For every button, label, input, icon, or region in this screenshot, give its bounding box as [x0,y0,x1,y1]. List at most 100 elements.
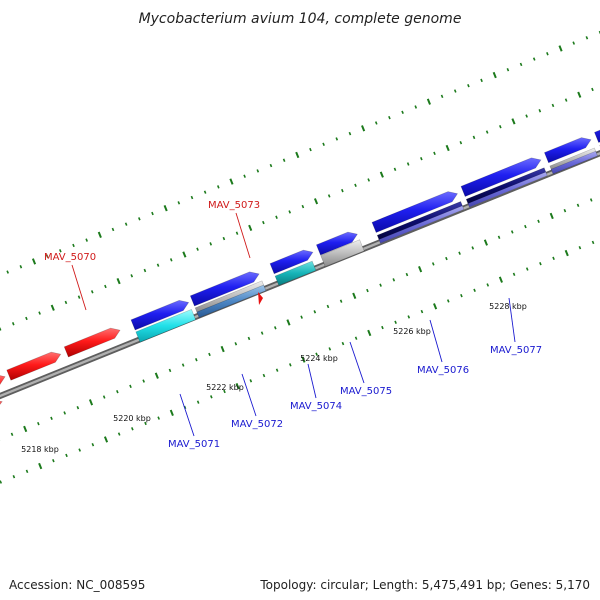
scale-tick [6,270,9,274]
scale-tick [485,130,489,134]
scale-tick [379,171,384,178]
scale-tick [103,436,109,443]
scale-tick [406,162,410,166]
scale-tick [177,201,181,205]
gene-label-leader [349,341,365,384]
scale-tick [551,103,555,108]
gene-mav-5077 [460,157,542,197]
scale-tick [203,190,207,194]
scale-tick [45,254,49,258]
scale-tick [50,416,53,420]
scale-tick [381,325,384,330]
scale-tick [366,288,369,293]
scale-label: 5218 kbp [21,445,59,454]
scale-tick [445,144,450,152]
scale-tick [52,459,55,463]
gene-mav-5075 [315,231,358,256]
scale-tick [77,295,81,299]
scale-tick [223,389,226,394]
scale-tick [102,395,106,399]
scale-tick [401,110,404,115]
scale-tick [480,78,483,83]
scale-tick [144,421,147,426]
scale-tick [269,163,273,168]
scale-tick [445,256,448,261]
scale-tick [275,215,278,219]
gene-mav-5079 [594,129,600,143]
scale-tick [181,363,185,367]
scale-tick [25,469,29,474]
feature-lavender [378,205,465,244]
scale-tick [519,62,523,67]
scale-tick [418,266,423,273]
gene-mav-5074 [269,249,314,275]
scale-tick [142,379,145,383]
gene-label-leader [179,393,195,437]
scale-tick [467,84,470,88]
scale-tick [524,224,527,229]
feature-red-inner [0,400,3,405]
scale-tick [313,310,317,314]
scale-tick [288,210,292,214]
scale-tick [295,151,300,159]
scale-tick [564,249,569,257]
scale-tick [85,238,88,242]
scale-tick [591,240,595,245]
gene-mav-5071 [130,300,190,331]
scale-tick [91,443,95,447]
scale-tick [64,300,68,305]
scale-tick [275,368,279,372]
scale-tick [564,98,568,102]
scale-tick [50,304,55,311]
gene-label: MAV_5077 [490,345,542,356]
scale-tick [90,290,94,294]
scale-tick [585,36,589,40]
scale-tick [532,57,536,61]
gene-mav-5076 [371,191,458,233]
scale-tick [235,383,240,390]
scale-tick [525,267,529,271]
scale-tick [497,235,501,239]
scale-tick [273,326,277,330]
scale-tick [104,284,107,289]
scale-tick [453,89,457,93]
scale-tick [300,315,303,319]
scale-tick [210,395,213,399]
gene-mav-5070 [6,351,62,381]
scale-label: 5222 kbp [206,383,244,392]
scale-tick [558,45,563,52]
scale-tick [37,421,40,426]
gene-label-leader [508,297,516,343]
scale-tick [168,368,172,373]
scale-tick [130,274,134,278]
scale-tick [576,203,580,207]
scale-tick [25,316,28,321]
scale-tick [38,462,43,470]
scale-tick [23,425,28,433]
scale-tick [483,239,488,246]
scale-tick [301,204,305,209]
start-marker [258,292,263,305]
scale-tick [367,178,370,182]
scale-tick [446,299,450,303]
gene-mav-5069 [0,375,6,385]
gene-mav-5078 [544,137,592,164]
scale-tick [460,293,463,298]
scale-label: 5226 kbp [393,327,431,336]
gene-mav-5072 [189,271,260,307]
feature-steel [196,284,267,318]
scale-tick [116,389,119,394]
scale-tick [247,336,251,341]
gene-label-leader [71,264,87,311]
scale-tick [341,188,344,193]
scale-tick [511,118,516,125]
scale-tick [208,352,211,357]
scale-label: 5224 kbp [300,354,338,363]
scale-tick [589,198,593,202]
backbone [0,150,600,400]
scale-tick [361,125,366,132]
scale-tick [286,319,291,326]
gene-features [0,129,600,405]
scale-tick [129,384,132,389]
